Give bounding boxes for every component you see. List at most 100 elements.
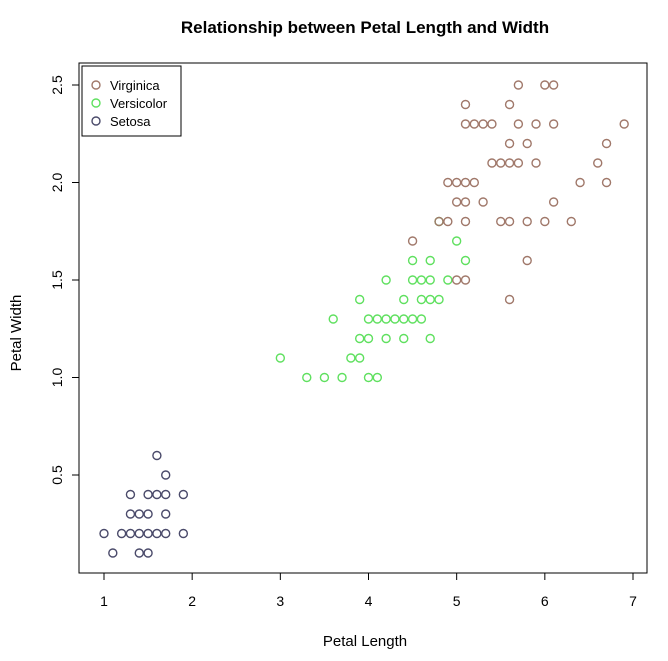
point-virginica: [460, 197, 471, 207]
point-virginica: [460, 99, 471, 110]
point-virginica: [540, 80, 550, 90]
point-versicolor: [399, 333, 409, 344]
point-virginica: [504, 158, 515, 168]
point-setosa: [143, 548, 153, 558]
point-versicolor: [354, 333, 365, 344]
point-versicolor: [381, 275, 391, 285]
point-versicolor: [451, 236, 462, 246]
point-virginica: [469, 119, 479, 129]
legend-marker-versicolor: [91, 98, 101, 108]
point-setosa: [178, 528, 189, 539]
point-virginica: [531, 119, 541, 129]
point-virginica: [548, 197, 559, 207]
x-tick-label: 1: [100, 593, 108, 609]
point-virginica: [548, 80, 559, 90]
point-setosa: [134, 528, 144, 539]
point-versicolor: [416, 294, 427, 305]
point-versicolor: [363, 372, 374, 383]
point-virginica: [407, 236, 418, 246]
legend-label-setosa: Setosa: [110, 114, 151, 129]
point-virginica: [460, 177, 471, 188]
x-tick-label: 2: [188, 593, 196, 609]
point-setosa: [143, 489, 153, 500]
point-virginica: [513, 80, 524, 90]
y-tick-label: 1.0: [49, 368, 65, 388]
x-tick-label: 3: [276, 593, 284, 609]
point-setosa: [152, 450, 162, 461]
point-virginica: [460, 216, 471, 227]
point-setosa: [134, 548, 144, 558]
point-virginica: [496, 158, 506, 168]
legend-marker-setosa: [91, 116, 101, 126]
point-setosa: [161, 489, 171, 500]
point-versicolor: [346, 353, 356, 363]
point-virginica: [619, 119, 629, 129]
point-setosa: [108, 548, 118, 558]
y-tick-label: 0.5: [49, 465, 65, 485]
point-setosa: [152, 528, 162, 539]
point-setosa: [143, 528, 153, 539]
x-axis-title: Petal Length: [323, 633, 407, 650]
point-virginica: [504, 99, 515, 110]
chart-title: Relationship between Petal Length and Wi…: [181, 18, 549, 37]
point-virginica: [451, 197, 462, 207]
point-virginica: [469, 177, 479, 188]
point-virginica: [434, 216, 444, 227]
point-versicolor: [399, 314, 409, 324]
point-virginica: [504, 294, 515, 305]
point-setosa: [152, 489, 162, 500]
point-versicolor: [416, 275, 427, 285]
point-virginica: [548, 119, 559, 129]
point-versicolor: [354, 294, 365, 305]
y-tick-label: 1.5: [49, 270, 65, 290]
point-virginica: [487, 119, 497, 129]
legend-label-virginica: Virginica: [110, 78, 160, 93]
point-setosa: [125, 489, 136, 500]
point-versicolor: [407, 275, 418, 285]
point-versicolor: [443, 275, 453, 285]
point-setosa: [116, 528, 127, 539]
point-virginica: [601, 177, 612, 188]
point-versicolor: [363, 314, 374, 324]
legend-marker-virginica: [91, 80, 101, 90]
y-axis-title: Petal Width: [8, 295, 25, 372]
point-virginica: [504, 138, 515, 149]
y-tick-label: 2.5: [49, 75, 65, 95]
x-tick-label: 7: [629, 593, 637, 609]
legend-label-versicolor: Versicolor: [110, 96, 168, 111]
x-tick-label: 6: [541, 593, 549, 609]
point-versicolor: [328, 314, 338, 324]
plot-frame: [78, 62, 648, 574]
point-versicolor: [319, 372, 330, 383]
point-setosa: [134, 509, 144, 519]
point-versicolor: [407, 255, 418, 266]
data-points: [99, 80, 629, 558]
point-setosa: [161, 528, 171, 539]
y-axis: 0.5 1.0 1.5 2.0 2.5: [49, 75, 80, 485]
point-setosa: [178, 489, 189, 500]
point-setosa: [125, 509, 136, 519]
point-virginica: [451, 275, 462, 285]
point-versicolor: [337, 372, 347, 383]
point-virginica: [566, 216, 576, 227]
point-virginica: [531, 158, 541, 168]
point-versicolor: [372, 372, 383, 383]
point-versicolor: [399, 294, 409, 305]
point-versicolor: [416, 314, 427, 324]
point-virginica: [593, 158, 603, 168]
point-virginica: [522, 255, 532, 266]
point-setosa: [161, 470, 171, 480]
point-versicolor: [381, 314, 391, 324]
point-virginica: [478, 197, 488, 207]
point-virginica: [460, 119, 471, 129]
point-versicolor: [381, 333, 391, 344]
point-virginica: [601, 138, 612, 149]
point-virginica: [443, 216, 453, 227]
point-versicolor: [390, 314, 400, 324]
point-virginica: [478, 119, 488, 129]
point-virginica: [513, 158, 524, 168]
x-tick-label: 4: [365, 593, 373, 609]
legend: Virginica Versicolor Setosa: [81, 65, 182, 137]
point-virginica: [522, 138, 532, 149]
point-virginica: [451, 177, 462, 188]
